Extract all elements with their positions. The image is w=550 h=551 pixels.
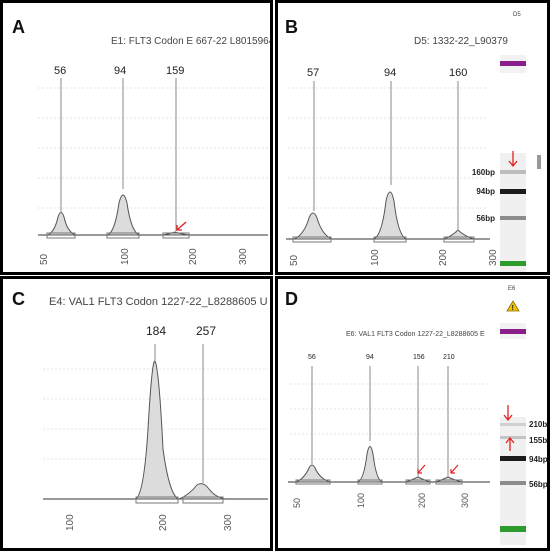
arrow-icon xyxy=(176,221,187,231)
arrow-icon xyxy=(450,464,459,474)
peak-label-a-3: 159 xyxy=(166,65,184,77)
panel-c: C E4: VAL1 FLT3 Codon 1227-22_L8288605 U… xyxy=(0,276,273,551)
peak-label-a-2: 94 xyxy=(114,65,126,77)
gel-lane-title-b: D5 xyxy=(513,12,521,18)
gel-band-label-d-2: 155bp xyxy=(529,436,550,445)
peak-label-d-1: 56 xyxy=(308,354,316,361)
electropherogram-b: 57 94 160 50 100 200 300 160bp 94bp 56bp xyxy=(286,55,541,272)
peak-label-d-3: 156 xyxy=(413,354,425,361)
axis-tick-b-3: 200 xyxy=(438,249,449,266)
arrow-icon xyxy=(508,151,518,168)
electropherogram-d: ! 56 94 156 210 50 100 200 300 xyxy=(288,300,550,545)
peak-d-94 xyxy=(357,446,383,483)
peak-b-57 xyxy=(293,212,333,240)
panel-letter-c: C xyxy=(12,289,25,309)
peak-b-160 xyxy=(443,229,475,240)
panel-b: B D5: 1332-22_L90379 D5 57 94 160 50 100… xyxy=(275,0,550,275)
electropherogram-a: 56 94 159 50 100 200 300 xyxy=(38,65,268,265)
axis-tick-b-1: 50 xyxy=(289,254,300,266)
arrow-icon xyxy=(417,464,426,474)
axis-tick-a-1: 50 xyxy=(39,253,50,265)
axis-tick-c-3: 300 xyxy=(223,514,234,531)
axis-tick-d-2: 100 xyxy=(356,493,366,508)
gel-band-label-d-4: 56bp xyxy=(529,480,548,489)
panel-letter-b: B xyxy=(285,17,298,37)
gel-lane-b xyxy=(500,55,541,272)
peak-d-56 xyxy=(295,464,331,483)
axis-tick-d-4: 300 xyxy=(460,493,470,508)
svg-text:!: ! xyxy=(512,305,514,312)
peak-label-c-1: 184 xyxy=(146,324,166,338)
peak-label-d-4: 210 xyxy=(443,354,455,361)
gel-band-label-b-2: 94bp xyxy=(476,187,495,196)
panel-letter-a: A xyxy=(12,17,25,37)
axis-tick-d-1: 50 xyxy=(292,498,302,508)
panel-d-title: E6: VAL1 FLT3 Codon 1227-22_L8288605 E xyxy=(346,331,485,338)
panel-a: A E1: FLT3 Codon E 667-22 L8015964 56 94… xyxy=(0,0,273,275)
warning-icon: ! xyxy=(506,300,520,312)
gel-band-label-b-3: 56bp xyxy=(476,214,495,223)
axis-tick-a-2: 100 xyxy=(120,248,131,265)
peak-label-b-1: 57 xyxy=(307,67,319,79)
peak-label-b-2: 94 xyxy=(384,67,396,79)
axis-tick-d-3: 200 xyxy=(417,493,427,508)
axis-tick-b-2: 100 xyxy=(370,249,381,266)
arrow-icon xyxy=(503,405,513,422)
gel-lane-title-d: E6 xyxy=(508,286,516,292)
axis-tick-c-2: 200 xyxy=(158,514,169,531)
peak-a-56 xyxy=(46,212,76,236)
electropherogram-c: 184 257 100 200 300 xyxy=(43,324,268,531)
axis-tick-c-1: 100 xyxy=(65,514,76,531)
peak-c-257 xyxy=(178,483,226,500)
peak-label-d-2: 94 xyxy=(366,354,374,361)
axis-tick-a-4: 300 xyxy=(238,248,249,265)
axis-tick-a-3: 200 xyxy=(188,248,199,265)
arrow-icon xyxy=(505,436,515,451)
peak-label-a-1: 56 xyxy=(54,65,66,77)
panel-a-title: E1: FLT3 Codon E 667-22 L8015964 xyxy=(111,36,273,47)
panel-d: D E6 E6: VAL1 FLT3 Codon 1227-22_L828860… xyxy=(275,276,550,551)
gel-band-label-b-1: 160bp xyxy=(472,168,495,177)
peak-label-b-3: 160 xyxy=(449,67,467,79)
gel-band-label-d-3: 94bp xyxy=(529,455,548,464)
panel-b-title: D5: 1332-22_L90379 xyxy=(414,36,508,47)
peak-label-c-2: 257 xyxy=(196,324,216,338)
panel-letter-d: D xyxy=(285,289,298,309)
panel-c-title: E4: VAL1 FLT3 Codon 1227-22_L8288605 U xyxy=(49,296,268,308)
gel-lane-d xyxy=(500,323,526,545)
peak-b-94 xyxy=(373,191,407,240)
axis-tick-b-4: 300 xyxy=(488,249,499,266)
gel-band-label-d-1: 210bp xyxy=(529,420,550,429)
peak-c-184 xyxy=(134,360,180,500)
peak-a-94 xyxy=(106,194,140,236)
